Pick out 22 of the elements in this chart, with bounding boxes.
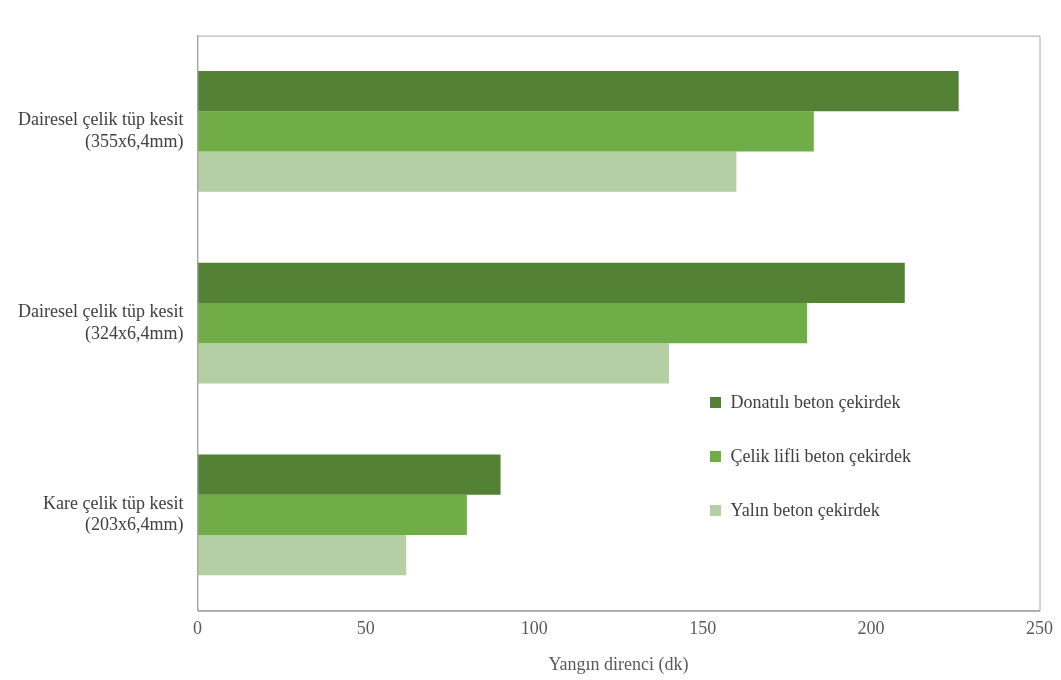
x-tick-label: 250 <box>1026 618 1053 639</box>
x-tick-label: 150 <box>689 618 717 639</box>
bar <box>197 262 905 304</box>
legend-label: Yalın beton çekirdek <box>730 500 880 522</box>
x-tick-label: 0 <box>192 618 202 639</box>
bar <box>197 151 737 192</box>
bar <box>197 454 501 495</box>
bar <box>197 71 959 112</box>
bar <box>197 111 814 152</box>
bar <box>197 494 467 536</box>
bar <box>197 303 808 344</box>
y-tick-label: Kare çelik tüp kesit (203x6,4mm) <box>42 492 184 536</box>
x-tick-label: 200 <box>857 618 885 639</box>
y-tick-label: Dairesel çelik tüp kesit (324x6,4mm) <box>17 301 184 344</box>
x-tick-label: 100 <box>520 618 548 639</box>
y-tick-label: Dairesel çelik tüp kesit (355x6,4mm) <box>17 109 184 152</box>
bar <box>197 343 669 384</box>
x-tick-label: 50 <box>356 618 375 639</box>
x-axis-title: Yangın direnci (dk) <box>548 653 689 675</box>
legend-label: Çelik lifli beton çekirdek <box>730 446 911 468</box>
bar <box>197 535 407 576</box>
legend-label: Donatılı beton çekirdek <box>730 392 901 414</box>
